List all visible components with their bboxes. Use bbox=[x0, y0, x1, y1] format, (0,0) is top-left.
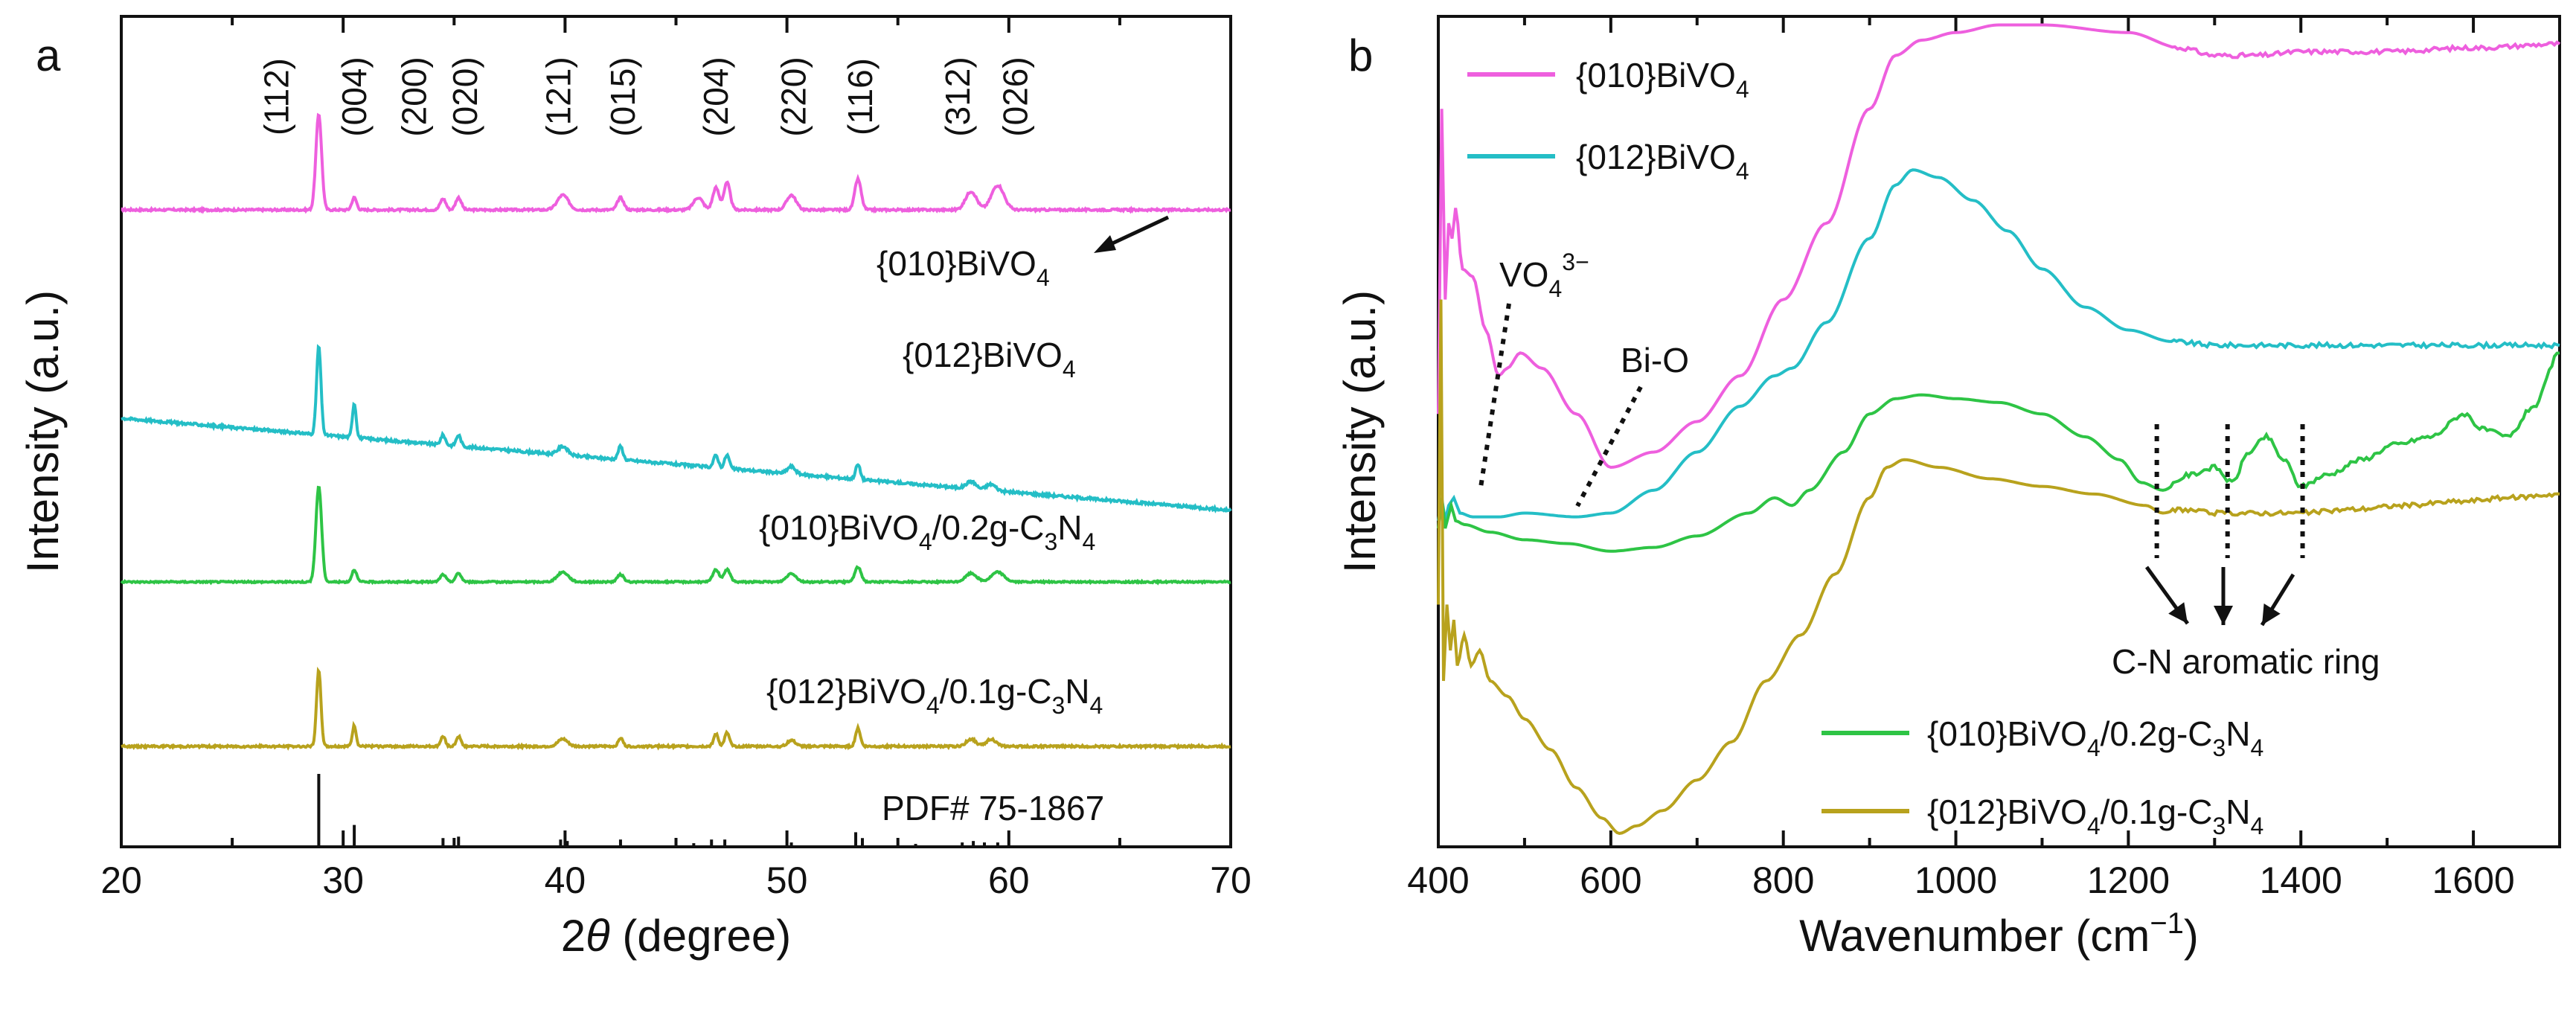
x-tick-label-b: 1200 bbox=[2087, 859, 2170, 901]
x-tick-label: 70 bbox=[1210, 859, 1252, 901]
annot-vo4: VO4​3−​ bbox=[1499, 249, 1589, 302]
x-tick-label-b: 600 bbox=[1580, 859, 1641, 901]
series-line-1 bbox=[121, 344, 1232, 513]
legend-label-010-c3n4: {010}BiVO4​/0.2g-C3​N4​ bbox=[1927, 714, 2263, 761]
annot-cn-arrow-right-head bbox=[2262, 603, 2281, 625]
hkl-label: (112) bbox=[257, 58, 296, 135]
x-tick-label-b: 1600 bbox=[2432, 859, 2514, 901]
hkl-label: (026) bbox=[996, 57, 1035, 136]
hkl-label: (015) bbox=[603, 57, 642, 136]
legend-label-012-c3n4: {012}BiVO4​/0.1g-C3​N4​ bbox=[1927, 793, 2263, 839]
x-tick-label-b: 800 bbox=[1752, 859, 1814, 901]
hkl-label: (020) bbox=[446, 57, 484, 136]
hkl-label: (116) bbox=[841, 58, 880, 135]
hkl-label: (204) bbox=[696, 57, 735, 136]
panel-a-xrd: a Intensity (a.u.) 20 30 40 50 60 70 2θ (degree)… bbox=[18, 15, 1252, 961]
x-axis-title-b: Wavenumber (cm−1) bbox=[1799, 907, 2199, 961]
annot-cn-arrow-left-head bbox=[2168, 602, 2188, 624]
reference-label: PDF# 75-1867 bbox=[882, 789, 1104, 827]
x-tick-label: 20 bbox=[100, 859, 142, 901]
x-tick-label: 40 bbox=[545, 859, 586, 901]
ftir-line-0 bbox=[1437, 23, 2561, 470]
x-tick-label-b: 400 bbox=[1407, 859, 1469, 901]
x-tick-label: 30 bbox=[322, 859, 364, 901]
legend-label-012: {012}BiVO4​ bbox=[1576, 138, 1749, 185]
series-label-012: {012}BiVO4​ bbox=[903, 336, 1076, 382]
x-tick-label: 60 bbox=[988, 859, 1030, 901]
hkl-label: (220) bbox=[775, 57, 813, 136]
y-axis-title-b: Intensity (a.u.) bbox=[1335, 290, 1385, 573]
label-arrow-head bbox=[1094, 235, 1116, 253]
hkl-label: (004) bbox=[335, 57, 374, 136]
hkl-label: (121) bbox=[539, 57, 577, 136]
x-tick-label-b: 1000 bbox=[1915, 859, 1997, 901]
series-line-2 bbox=[120, 485, 1231, 586]
annot-bio: Bi-O bbox=[1621, 341, 1689, 380]
hkl-label: (312) bbox=[938, 57, 977, 136]
ftir-line-2 bbox=[1437, 351, 2560, 553]
annot-bio-dotted bbox=[1575, 385, 1643, 508]
y-axis-title: Intensity (a.u.) bbox=[18, 290, 68, 573]
hkl-label: (200) bbox=[395, 57, 434, 136]
series-label-010: {010}BiVO4​ bbox=[877, 244, 1050, 291]
annot-cn-arrow-mid-head bbox=[2214, 606, 2233, 625]
annot-vo4-dotted bbox=[1478, 303, 1511, 488]
ftir-line-1 bbox=[1437, 168, 2560, 522]
panel-letter-a: a bbox=[36, 31, 61, 80]
legend-label-010: {010}BiVO4​ bbox=[1576, 56, 1749, 103]
series-line-0 bbox=[121, 112, 1231, 214]
ftir-line-3 bbox=[1437, 299, 2560, 836]
annot-cn-text: C-N aromatic ring bbox=[2112, 642, 2380, 681]
x-tick-label: 50 bbox=[766, 859, 808, 901]
panel-letter-b: b bbox=[1348, 31, 1373, 80]
series-label-010-c3n4: {010}BiVO4​/0.2g-C3​N4​ bbox=[759, 508, 1095, 555]
panel-b-ftir: b Intensity (a.u.) 400 600 800 1000 1200 1400 16… bbox=[1335, 15, 2561, 961]
x-tick-label-b: 1400 bbox=[2260, 859, 2342, 901]
series-line-3 bbox=[121, 666, 1231, 751]
series-label-012-c3n4: {012}BiVO4​/0.1g-C3​N4​ bbox=[766, 672, 1103, 719]
x-axis-title: 2θ (degree) bbox=[561, 911, 791, 961]
